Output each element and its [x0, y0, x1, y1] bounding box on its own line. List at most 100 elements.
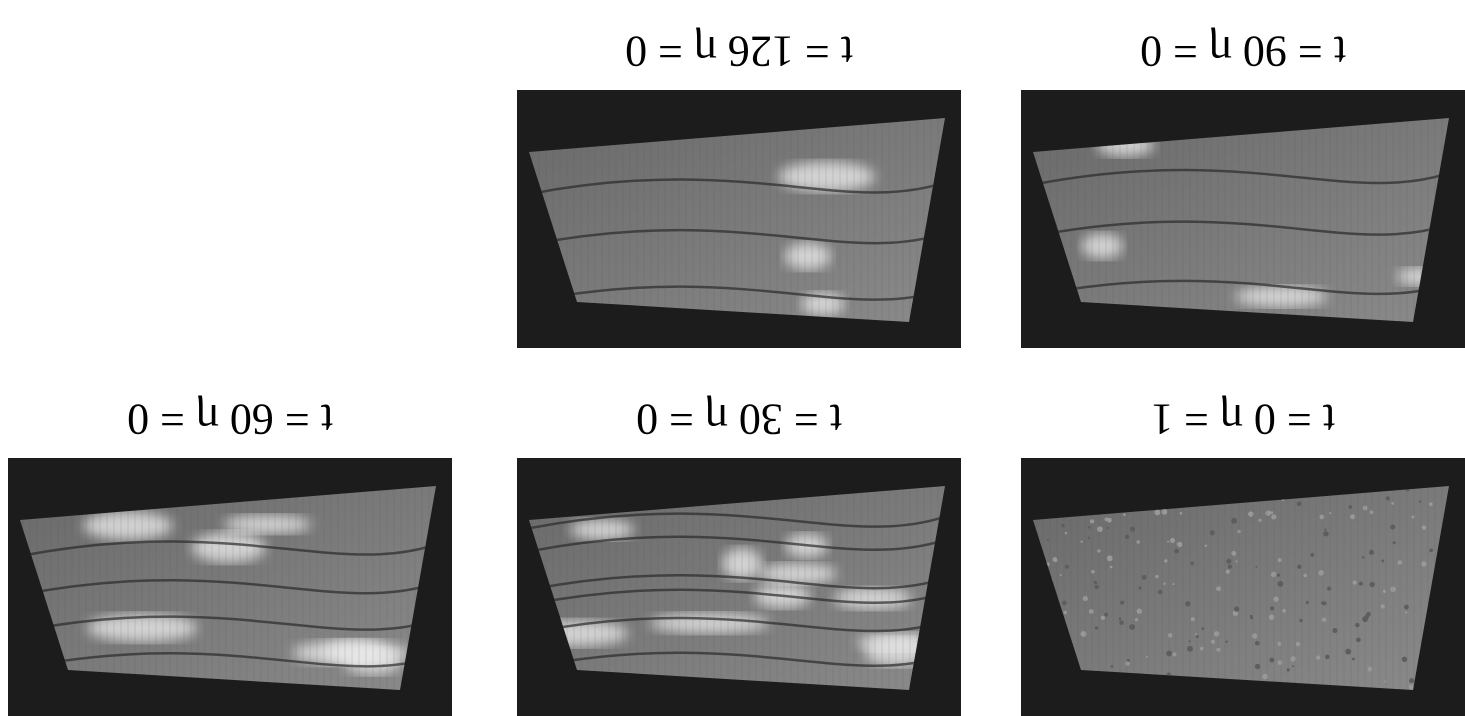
- noise: [1157, 497, 1159, 499]
- surface-image: [1021, 90, 1465, 348]
- highlight: [649, 613, 769, 633]
- noise: [1352, 658, 1355, 661]
- noise: [1034, 498, 1039, 503]
- noise: [1264, 495, 1268, 499]
- highlight: [344, 648, 402, 674]
- noise: [1046, 562, 1050, 566]
- noise: [1097, 526, 1103, 532]
- noise: [1383, 590, 1386, 593]
- noise: [1265, 510, 1270, 515]
- noise: [1278, 660, 1283, 665]
- noise: [1255, 641, 1260, 646]
- noise: [1236, 560, 1238, 562]
- noise: [1137, 608, 1142, 613]
- noise: [1345, 649, 1351, 655]
- noise: [1048, 578, 1053, 583]
- highlight: [834, 588, 912, 609]
- noise: [1155, 575, 1158, 578]
- noise: [1089, 609, 1094, 614]
- noise: [1120, 492, 1123, 495]
- noise: [1440, 589, 1443, 592]
- noise: [1442, 598, 1445, 601]
- noise: [1327, 587, 1331, 591]
- noise: [1163, 583, 1165, 585]
- noise: [1248, 511, 1253, 516]
- noise: [1297, 565, 1301, 569]
- noise: [1368, 667, 1373, 672]
- noise: [1083, 497, 1087, 501]
- noise: [1404, 605, 1409, 610]
- noise: [1252, 633, 1257, 638]
- noise: [1370, 510, 1374, 514]
- noise: [1292, 487, 1294, 489]
- noise: [1233, 687, 1235, 689]
- noise: [1359, 582, 1363, 586]
- noise: [1306, 601, 1309, 604]
- noise: [1421, 650, 1427, 656]
- noise: [1097, 672, 1101, 676]
- noise: [1269, 614, 1275, 620]
- noise: [1050, 617, 1055, 622]
- noise: [1158, 590, 1163, 595]
- noise: [1071, 670, 1076, 675]
- noise: [1210, 530, 1215, 535]
- noise: [1293, 688, 1296, 691]
- noise: [1080, 486, 1085, 491]
- noise: [1329, 512, 1331, 514]
- noise: [1061, 524, 1064, 527]
- noise: [1196, 635, 1199, 638]
- noise: [1349, 505, 1352, 508]
- noise: [1419, 500, 1421, 502]
- noise: [1088, 537, 1090, 539]
- noise: [1226, 559, 1231, 564]
- noise: [1107, 555, 1113, 561]
- noise: [1299, 619, 1302, 622]
- panel-label: t = 90 η = 0: [1021, 26, 1465, 76]
- noise: [1064, 493, 1068, 497]
- noise: [1044, 582, 1047, 585]
- noise: [1409, 678, 1414, 683]
- noise: [1135, 618, 1138, 621]
- noise: [1390, 524, 1395, 529]
- noise: [1255, 664, 1260, 669]
- noise: [1054, 605, 1060, 611]
- noise: [1129, 624, 1135, 630]
- noise: [1109, 486, 1115, 492]
- noise: [1429, 502, 1433, 506]
- noise: [1054, 688, 1058, 692]
- noise: [1146, 656, 1148, 658]
- noise: [1107, 527, 1109, 529]
- noise: [1381, 559, 1384, 562]
- highlight: [1081, 233, 1123, 258]
- noise: [1332, 628, 1337, 633]
- noise: [1297, 501, 1302, 506]
- noise: [1101, 616, 1105, 620]
- noise: [1303, 574, 1307, 578]
- noise: [1421, 561, 1426, 566]
- noise: [1053, 557, 1058, 562]
- noise: [1296, 642, 1300, 646]
- highlight: [223, 515, 311, 534]
- noise: [1034, 664, 1038, 668]
- noise: [1405, 486, 1410, 491]
- noise: [1119, 502, 1122, 505]
- panel-label: t = 60 η = 0: [8, 394, 452, 444]
- noise: [1255, 566, 1257, 568]
- noise: [1355, 623, 1359, 627]
- panel-label: t = 0 η = 1: [1021, 394, 1465, 444]
- noise: [1125, 661, 1129, 665]
- noise: [1120, 601, 1124, 605]
- noise: [1216, 648, 1220, 652]
- noise: [1356, 638, 1361, 643]
- noise: [1325, 655, 1330, 660]
- noise: [1159, 680, 1162, 683]
- noise: [1225, 641, 1227, 643]
- noise: [1172, 583, 1174, 585]
- noise: [1065, 532, 1067, 534]
- noise: [1130, 526, 1135, 531]
- noise: [1216, 586, 1221, 591]
- noise: [1180, 512, 1183, 515]
- noise: [1409, 685, 1414, 690]
- noise: [1205, 544, 1208, 547]
- noise: [1200, 647, 1204, 651]
